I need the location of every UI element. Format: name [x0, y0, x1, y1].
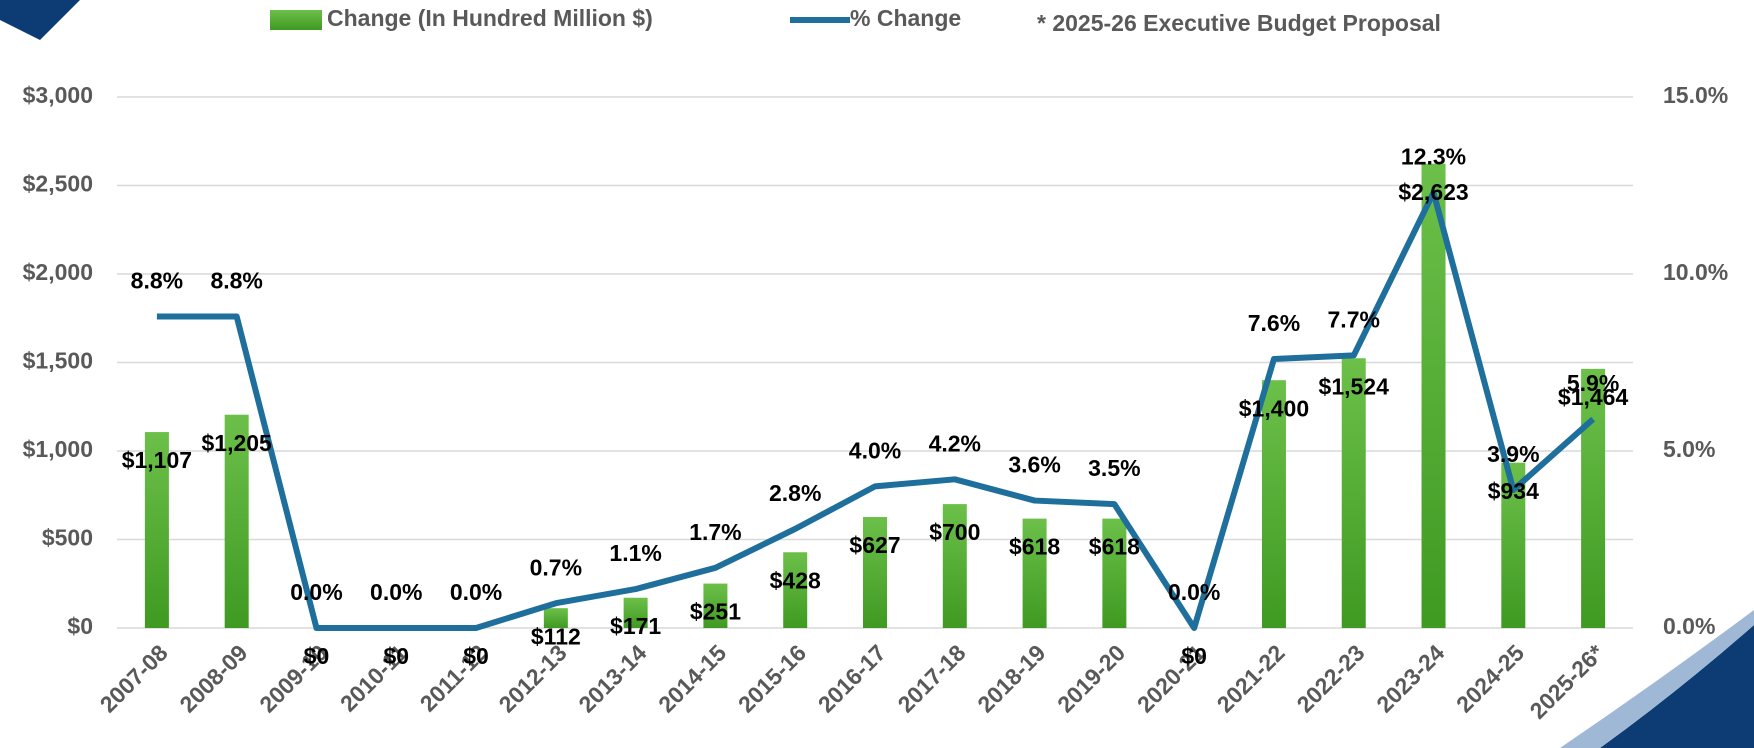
x-tick-label: 2024-25: [1451, 639, 1529, 717]
y-tick-label: $1,000: [23, 436, 93, 462]
bar: [863, 517, 887, 628]
data-label: 3.6%: [1008, 452, 1060, 478]
bar: [1102, 518, 1127, 628]
data-label: $1,464: [1558, 384, 1629, 410]
data-label: 0.0%: [290, 579, 342, 605]
data-label: $251: [690, 599, 741, 625]
y-tick-label: $2,500: [23, 171, 93, 197]
bar: [144, 432, 169, 628]
x-tick-label: 2008-09: [174, 639, 252, 717]
data-label: 3.9%: [1487, 441, 1539, 467]
data-label: 7.7%: [1328, 306, 1380, 332]
data-label: 4.0%: [849, 437, 901, 463]
x-tick-label: 2021-22: [1212, 639, 1290, 717]
data-label: $1,205: [202, 430, 273, 456]
data-label: $618: [1009, 534, 1060, 560]
data-label: 1.7%: [689, 519, 741, 545]
data-label: $112: [531, 623, 581, 649]
x-tick-label: 2025-26*: [1525, 639, 1609, 723]
bar: [623, 597, 648, 628]
data-label: 5.9%: [1567, 370, 1619, 396]
bar: [1581, 368, 1606, 628]
data-label: $2,623: [1398, 179, 1468, 205]
data-label: 0.0%: [1168, 579, 1220, 605]
x-tick-label: 2012-13: [494, 639, 572, 717]
data-label: $171: [610, 613, 661, 639]
x-tick-label: 2007-08: [95, 639, 173, 717]
y2-tick-label: 0.0%: [1663, 613, 1715, 639]
legend: Change (In Hundred Million $) % Change: [270, 5, 961, 31]
y2-tick-label: 5.0%: [1663, 436, 1715, 462]
data-label: $934: [1488, 478, 1539, 504]
data-label: 0.0%: [370, 579, 422, 605]
x-tick-label: 2015-16: [733, 639, 811, 717]
x-tick-label: 2013-14: [573, 639, 651, 717]
legend-swatch: [270, 10, 322, 30]
corner-decoration: [1600, 625, 1754, 748]
data-label: $1,107: [122, 447, 192, 473]
x-tick-label: 2019-20: [1052, 639, 1130, 717]
bar: [1421, 163, 1446, 628]
data-label: $0: [304, 643, 330, 669]
legend-label: Change (In Hundred Million $): [327, 5, 653, 31]
x-tick-label: 2018-19: [972, 639, 1050, 717]
legend-label: % Change: [850, 5, 961, 31]
x-tick-label: 2014-15: [653, 639, 731, 717]
data-label: 0.0%: [450, 579, 502, 605]
bar: [543, 608, 568, 628]
x-tick-label: 2016-17: [813, 639, 891, 717]
bar: [1022, 518, 1047, 628]
data-label: 3.5%: [1088, 455, 1140, 481]
x-tick-label: 2022-23: [1291, 639, 1369, 717]
data-label: 0.7%: [530, 554, 582, 580]
data-label: 12.3%: [1401, 144, 1466, 170]
data-label: $618: [1089, 534, 1140, 560]
data-label: $1,400: [1239, 395, 1309, 421]
y2-tick-label: 15.0%: [1663, 82, 1728, 108]
annotation: * 2025-26 Executive Budget Proposal: [1037, 10, 1441, 36]
y-tick-label: $0: [67, 613, 93, 639]
data-label: $0: [1181, 643, 1207, 669]
data-label: 7.6%: [1248, 310, 1300, 336]
line: [156, 189, 1596, 631]
data-label: 8.8%: [131, 268, 183, 294]
data-label: 8.8%: [210, 268, 262, 294]
bar: [942, 504, 967, 628]
data-label: $428: [770, 567, 821, 593]
bar: [224, 414, 249, 628]
x-tick-label: 2017-18: [893, 639, 971, 717]
y2-tick-label: 10.0%: [1663, 259, 1728, 285]
data-label: $700: [929, 519, 980, 545]
data-label: $627: [849, 532, 900, 558]
data-label: $0: [383, 643, 409, 669]
data-label: 4.2%: [929, 430, 981, 456]
y-tick-label: $500: [42, 525, 93, 551]
bar: [1261, 380, 1286, 628]
corner-decoration: [0, 0, 80, 40]
bar: [1341, 358, 1366, 628]
x-tick-label: 2023-24: [1371, 639, 1449, 717]
bar: [783, 552, 808, 628]
y-tick-label: $2,000: [23, 259, 93, 285]
bar: [703, 583, 728, 628]
data-label: 1.1%: [609, 540, 661, 566]
data-label: $1,524: [1319, 373, 1390, 399]
data-label: $0: [463, 643, 489, 669]
y-tick-label: $1,500: [23, 348, 93, 374]
y-tick-label: $3,000: [23, 82, 93, 108]
data-label: 2.8%: [769, 480, 821, 506]
